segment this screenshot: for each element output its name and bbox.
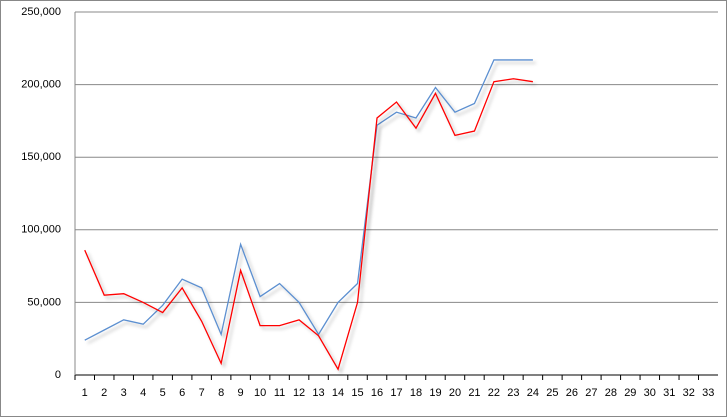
- x-tick-label: 1: [82, 387, 88, 399]
- x-tick-label: 10: [254, 387, 266, 399]
- x-tick-label: 29: [624, 387, 636, 399]
- x-tick-label: 7: [199, 387, 205, 399]
- x-tick-label: 31: [663, 387, 675, 399]
- x-tick-label: 8: [218, 387, 224, 399]
- x-tick-label: 26: [566, 387, 578, 399]
- x-tick-label: 17: [390, 387, 402, 399]
- x-tick-label: 15: [351, 387, 363, 399]
- x-tick-label: 9: [238, 387, 244, 399]
- y-tick-label: 0: [55, 369, 61, 381]
- x-tick-label: 5: [160, 387, 166, 399]
- x-tick-label: 18: [410, 387, 422, 399]
- x-tick-label: 33: [702, 387, 714, 399]
- x-tick-label: 32: [683, 387, 695, 399]
- y-tick-label: 150,000: [21, 151, 61, 163]
- series-line: [84, 59, 533, 341]
- x-tick-label: 27: [585, 387, 597, 399]
- x-tick-label: 6: [179, 387, 185, 399]
- x-tick-label: 4: [140, 387, 146, 399]
- x-tick-label: 16: [371, 387, 383, 399]
- x-tick-label: 2: [101, 387, 107, 399]
- x-tick-label: 19: [429, 387, 441, 399]
- y-tick-label: 200,000: [21, 79, 61, 91]
- x-tick-label: 14: [332, 387, 344, 399]
- x-tick-label: 30: [644, 387, 656, 399]
- x-tick-label: 22: [488, 387, 500, 399]
- x-tick-label: 20: [449, 387, 461, 399]
- x-tick-label: 11: [274, 387, 285, 399]
- y-tick-label: 250,000: [21, 6, 61, 18]
- x-tick-label: 23: [507, 387, 519, 399]
- x-tick-label: 12: [293, 387, 305, 399]
- x-tick-label: 21: [468, 387, 480, 399]
- x-tick-label: 25: [546, 387, 558, 399]
- x-tick-label: 28: [605, 387, 617, 399]
- x-tick-label: 3: [121, 387, 127, 399]
- y-tick-label: 50,000: [27, 296, 61, 308]
- x-tick-label: 24: [527, 387, 539, 399]
- series-line: [84, 78, 533, 371]
- y-tick-label: 100,000: [21, 224, 61, 236]
- x-tick-label: 13: [312, 387, 324, 399]
